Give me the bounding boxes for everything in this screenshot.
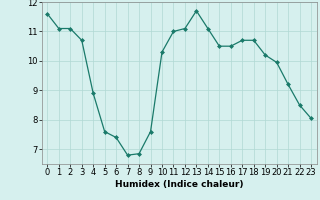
X-axis label: Humidex (Indice chaleur): Humidex (Indice chaleur) [115, 180, 244, 189]
